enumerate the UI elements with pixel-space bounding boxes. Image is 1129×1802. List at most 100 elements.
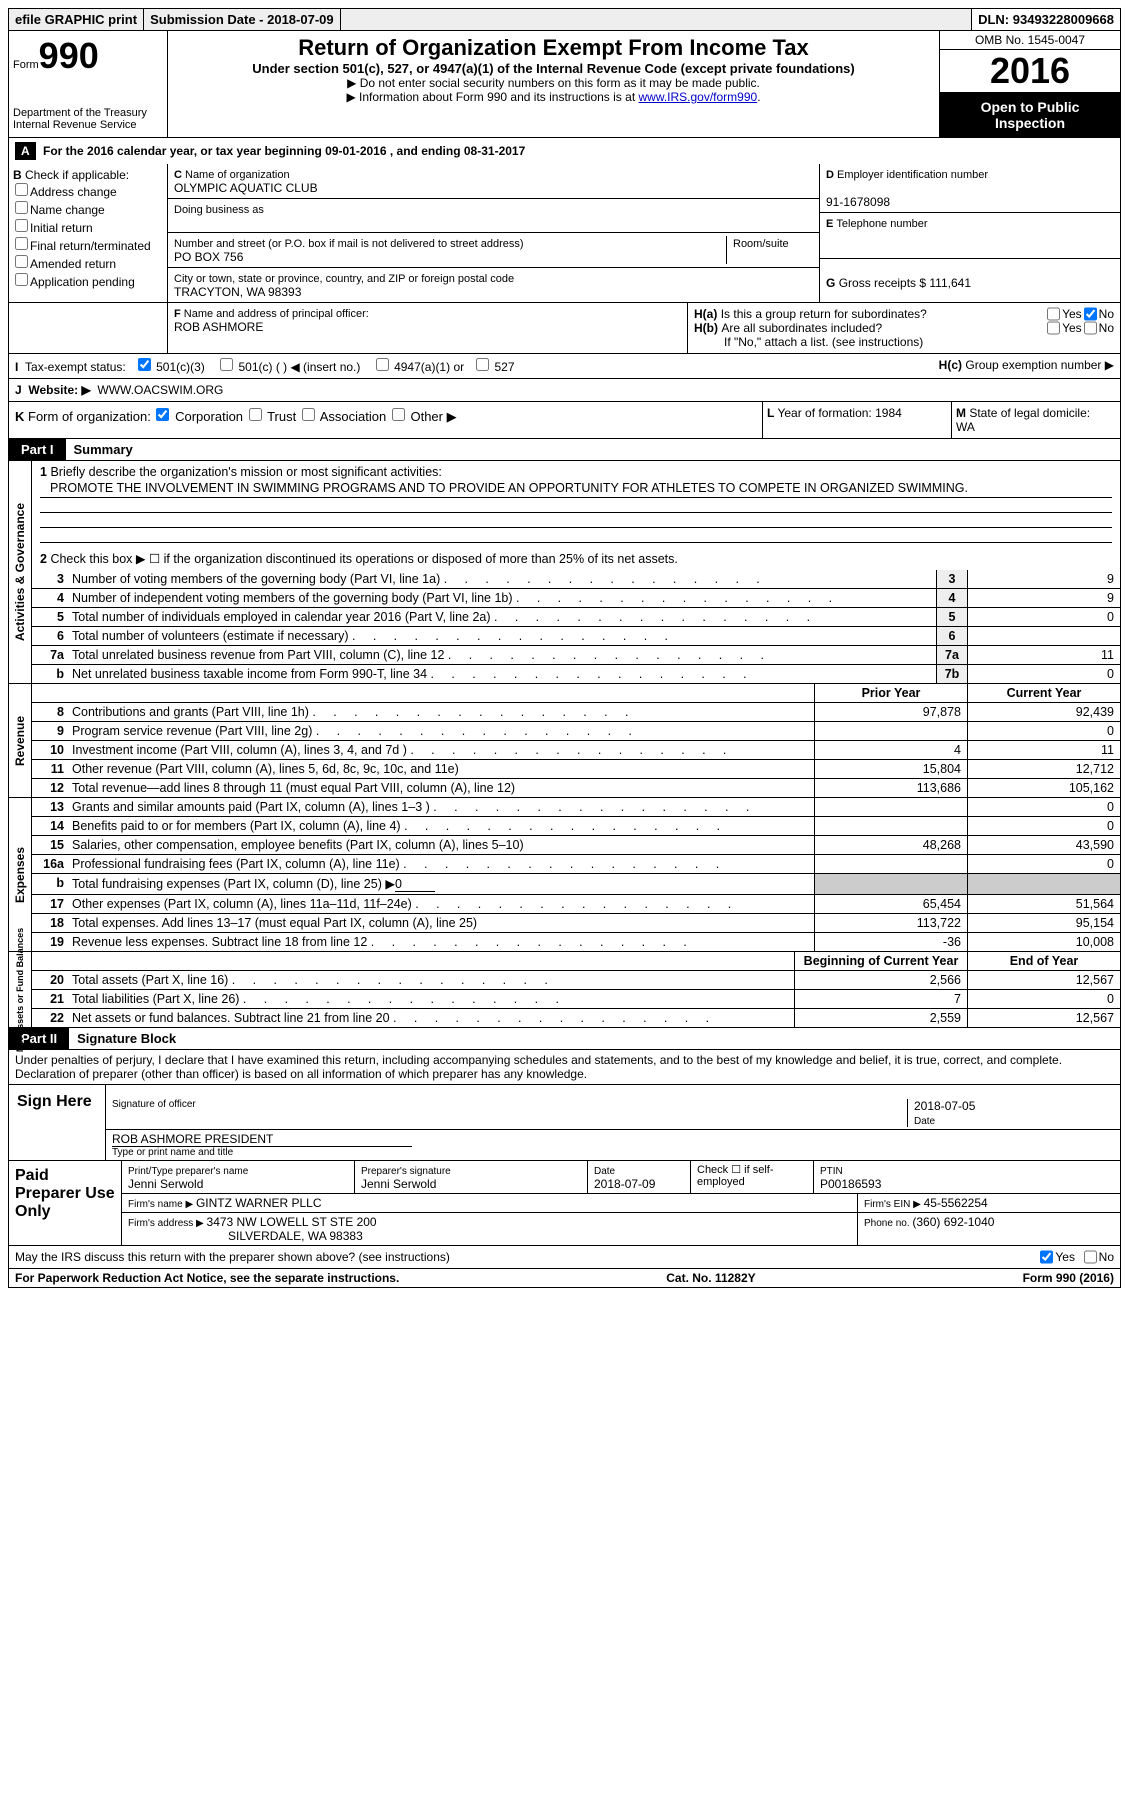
principal-officer: ROB ASHMORE xyxy=(174,320,263,334)
preparer-date: 2018-07-09 xyxy=(594,1177,655,1191)
form-title: Return of Organization Exempt From Incom… xyxy=(176,35,931,61)
ptin: P00186593 xyxy=(820,1177,881,1191)
val-8-prior: 97,878 xyxy=(814,703,967,721)
note-ssn: ▶ Do not enter social security numbers o… xyxy=(176,76,931,90)
expenses-section: Expenses 13Grants and similar amounts pa… xyxy=(8,798,1121,952)
check-ha-no[interactable] xyxy=(1084,307,1097,321)
preparer-name: Jenni Serwold xyxy=(128,1177,203,1191)
check-trust[interactable] xyxy=(249,408,262,421)
cat-no: Cat. No. 11282Y xyxy=(666,1271,755,1285)
check-address-change[interactable] xyxy=(15,183,28,196)
section-b: B Check if applicable: Address change Na… xyxy=(9,164,168,302)
val-3: 9 xyxy=(967,570,1120,588)
check-discuss-yes[interactable] xyxy=(1040,1250,1053,1264)
form-subtitle: Under section 501(c), 527, or 4947(a)(1)… xyxy=(176,61,931,76)
section-c: C Name of organizationOLYMPIC AQUATIC CL… xyxy=(168,164,819,302)
open-to-public: Open to Public Inspection xyxy=(940,93,1120,137)
section-j: J Website: ▶ WWW.OACSWIM.ORG xyxy=(8,379,1121,402)
website: WWW.OACSWIM.ORG xyxy=(97,383,223,397)
vlabel-expenses: Expenses xyxy=(13,846,27,902)
form-header: Form990 Department of the Treasury Inter… xyxy=(8,31,1121,138)
section-k-l-m: K Form of organization: Corporation Trus… xyxy=(8,402,1121,439)
org-name: OLYMPIC AQUATIC CLUB xyxy=(174,181,318,195)
section-d-e-g: D Employer identification number91-16780… xyxy=(819,164,1120,302)
col-prior-year: Prior Year xyxy=(814,684,967,702)
firm-address-1: 3473 NW LOWELL ST STE 200 xyxy=(207,1215,377,1229)
col-current-year: Current Year xyxy=(967,684,1120,702)
dept-treasury: Department of the Treasury xyxy=(13,107,163,119)
section-a: A For the 2016 calendar year, or tax yea… xyxy=(8,138,1121,164)
officer-name: ROB ASHMORE PRESIDENT xyxy=(112,1132,412,1147)
form-number: 990 xyxy=(39,35,99,76)
check-hb-yes[interactable] xyxy=(1047,321,1060,335)
net-assets-section: Net Assets or Fund Balances Beginning of… xyxy=(8,952,1121,1028)
org-address: PO BOX 756 xyxy=(174,250,243,264)
section-f-h: F Name and address of principal officer:… xyxy=(8,303,1121,354)
vlabel-net-assets: Net Assets or Fund Balances xyxy=(15,927,25,1051)
irs-label: Internal Revenue Service xyxy=(13,119,163,131)
check-name-change[interactable] xyxy=(15,201,28,214)
gross-receipts: 111,641 xyxy=(929,276,971,290)
year-formation: 1984 xyxy=(875,406,902,420)
col-end-year: End of Year xyxy=(967,952,1120,970)
firm-name: GINTZ WARNER PLLC xyxy=(196,1196,322,1210)
sign-here-block: Sign Here Signature of officer 2018-07-0… xyxy=(8,1085,1121,1161)
check-final-return[interactable] xyxy=(15,237,28,250)
section-i: I Tax-exempt status: 501(c)(3) 501(c) ( … xyxy=(8,354,1121,379)
check-initial-return[interactable] xyxy=(15,219,28,232)
sig-date: 2018-07-05 xyxy=(914,1099,975,1113)
val-7b: 0 xyxy=(967,665,1120,683)
dln: DLN: 93493228009668 xyxy=(971,9,1120,30)
label-a: A xyxy=(15,142,36,160)
state-domicile: WA xyxy=(956,420,975,434)
val-8-current: 92,439 xyxy=(967,703,1120,721)
check-other[interactable] xyxy=(392,408,405,421)
check-527[interactable] xyxy=(476,358,489,371)
paperwork-notice: For Paperwork Reduction Act Notice, see … xyxy=(15,1271,399,1285)
check-amended-return[interactable] xyxy=(15,255,28,268)
val-5: 0 xyxy=(967,608,1120,626)
firm-ein: 45-5562254 xyxy=(924,1196,988,1210)
firm-address-2: SILVERDALE, WA 98383 xyxy=(128,1229,363,1243)
check-501c[interactable] xyxy=(220,358,233,371)
top-bar: efile GRAPHIC print Submission Date - 20… xyxy=(8,8,1121,31)
check-discuss-no[interactable] xyxy=(1084,1250,1097,1264)
val-6 xyxy=(967,627,1120,645)
val-4: 9 xyxy=(967,589,1120,607)
check-ha-yes[interactable] xyxy=(1047,307,1060,321)
form-ref: Form 990 (2016) xyxy=(1023,1271,1114,1285)
preparer-signature: Jenni Serwold xyxy=(361,1177,436,1191)
paid-preparer-label: Paid Preparer Use Only xyxy=(9,1161,122,1245)
firm-phone: (360) 692-1040 xyxy=(912,1215,994,1229)
val-7a: 11 xyxy=(967,646,1120,664)
activities-governance: Activities & Governance 1 Briefly descri… xyxy=(8,461,1121,684)
vlabel-revenue: Revenue xyxy=(13,715,27,765)
footer: For Paperwork Reduction Act Notice, see … xyxy=(8,1269,1121,1288)
irs-link[interactable]: www.IRS.gov/form990 xyxy=(638,90,757,104)
section-b-to-g: B Check if applicable: Address change Na… xyxy=(8,164,1121,303)
efile-label: efile GRAPHIC print xyxy=(9,9,144,30)
check-application-pending[interactable] xyxy=(15,273,28,286)
check-501c3[interactable] xyxy=(138,358,151,371)
mission-statement: PROMOTE THE INVOLVEMENT IN SWIMMING PROG… xyxy=(40,479,1112,498)
revenue-section: Revenue Prior YearCurrent Year 8Contribu… xyxy=(8,684,1121,798)
note-info: ▶ Information about Form 990 and its ins… xyxy=(176,90,931,104)
part-i-header: Part I Summary xyxy=(8,439,1121,461)
sign-here-label: Sign Here xyxy=(9,1085,106,1160)
paid-preparer-block: Paid Preparer Use Only Print/Type prepar… xyxy=(8,1161,1121,1246)
ein: 91-1678098 xyxy=(826,195,890,209)
part-ii-header: Part II Signature Block xyxy=(8,1028,1121,1050)
discuss-row: May the IRS discuss this return with the… xyxy=(8,1246,1121,1269)
vlabel-governance: Activities & Governance xyxy=(13,503,27,641)
submission-date: Submission Date - 2018-07-09 xyxy=(144,9,341,30)
tax-year: 2016 xyxy=(940,50,1120,93)
check-4947[interactable] xyxy=(376,358,389,371)
org-city: TRACYTON, WA 98393 xyxy=(174,285,301,299)
check-association[interactable] xyxy=(302,408,315,421)
col-beginning-year: Beginning of Current Year xyxy=(794,952,967,970)
form-label: Form xyxy=(13,59,39,71)
omb-number: OMB No. 1545-0047 xyxy=(940,31,1120,50)
check-hb-no[interactable] xyxy=(1084,321,1097,335)
check-corporation[interactable] xyxy=(156,408,169,421)
declaration: Under penalties of perjury, I declare th… xyxy=(8,1050,1121,1085)
